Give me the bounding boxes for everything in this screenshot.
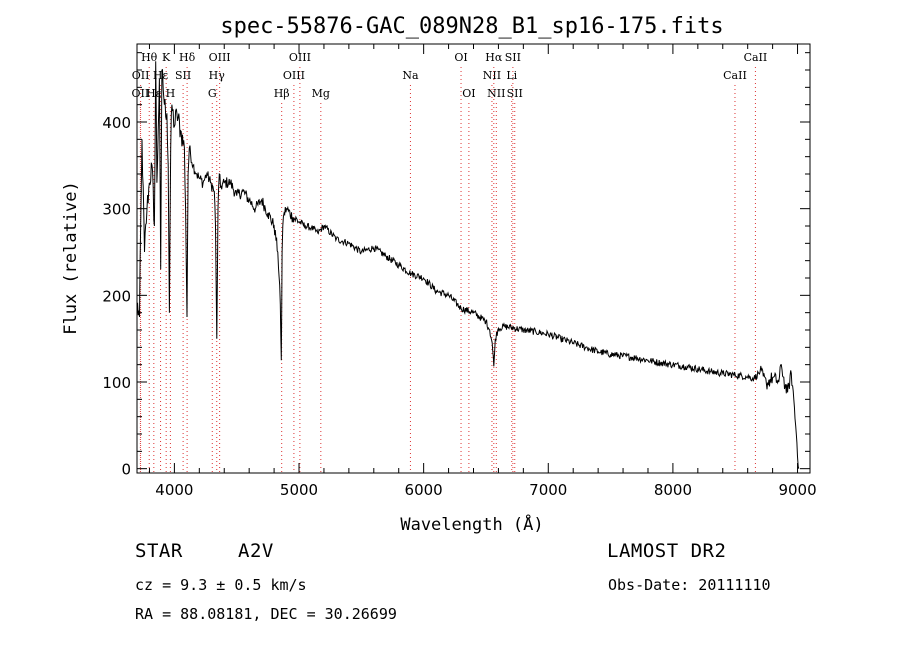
line-marker-label-5: K — [162, 51, 171, 64]
line-marker-label-14: OIII — [289, 51, 311, 64]
object-class: STAR — [135, 540, 183, 562]
chart-title: spec-55876-GAC_089N28_B1_sp16-175.fits — [220, 14, 723, 39]
line-marker-label-17: OI — [454, 51, 467, 64]
line-marker-label-6: H — [166, 87, 176, 100]
line-marker-label-22: Li — [506, 69, 517, 82]
line-marker-label-24: SII — [507, 87, 523, 100]
line-marker-label-8: Hδ — [179, 51, 196, 64]
line-marker-label-19: NII — [483, 69, 501, 82]
line-marker-label-10: Hγ — [209, 69, 226, 82]
line-markers: OIIOIIHθHεHεKHSIIHδGHγOIIIHβOIIIOIIIMgNa… — [132, 51, 768, 473]
y-tick-label-2: 200 — [102, 287, 131, 305]
object-subclass: A2V — [238, 540, 274, 562]
line-marker-label-15: Mg — [312, 87, 330, 100]
x-axis-label: Wavelength (Å) — [400, 513, 543, 535]
y-tick-label-1: 100 — [102, 374, 131, 392]
line-marker-label-16: Na — [402, 69, 419, 82]
line-marker-label-3: Hε — [146, 87, 162, 100]
y-tick-label-0: 0 — [121, 461, 131, 479]
x-tick-label-1: 5000 — [280, 481, 318, 499]
line-marker-label-18: OI — [462, 87, 475, 100]
sky-coordinates: RA = 88.08181, DEC = 30.26699 — [135, 605, 397, 623]
line-marker-label-4: Hε — [153, 69, 169, 82]
line-marker-label-25: CaII — [723, 69, 747, 82]
survey-label: LAMOST DR2 — [607, 540, 727, 562]
x-tick-label-2: 6000 — [405, 481, 443, 499]
line-marker-label-12: Hβ — [274, 87, 290, 100]
plot-frame — [136, 43, 811, 474]
x-tick-label-4: 8000 — [654, 481, 692, 499]
y-tick-label-4: 400 — [102, 114, 131, 132]
line-marker-label-21: NII — [487, 87, 505, 100]
line-marker-label-7: SII — [175, 69, 191, 82]
y-axis-label: Flux (relative) — [61, 181, 81, 335]
line-marker-label-1: OII — [132, 69, 150, 82]
line-marker-label-26: CaII — [744, 51, 768, 64]
redshift-cz: cz = 9.3 ± 0.5 km/s — [135, 576, 307, 594]
line-marker-label-2: Hθ — [141, 51, 158, 64]
line-marker-label-11: OIII — [209, 51, 231, 64]
y-tick-label-3: 300 — [102, 201, 131, 219]
line-marker-label-13: OIII — [283, 69, 305, 82]
line-marker-label-20: Hα — [485, 51, 503, 64]
x-tick-label-0: 4000 — [155, 481, 193, 499]
line-marker-label-9: G — [208, 87, 217, 100]
x-tick-label-5: 9000 — [778, 481, 816, 499]
observation-date: Obs-Date: 20111110 — [608, 576, 771, 594]
spectrum-line — [136, 61, 800, 469]
axis-ticks: 4000 5000 6000 7000 8000 9000 0 100 200 300 400 — [102, 44, 817, 499]
line-marker-label-23: SII — [505, 51, 521, 64]
x-tick-label-3: 7000 — [529, 481, 567, 499]
